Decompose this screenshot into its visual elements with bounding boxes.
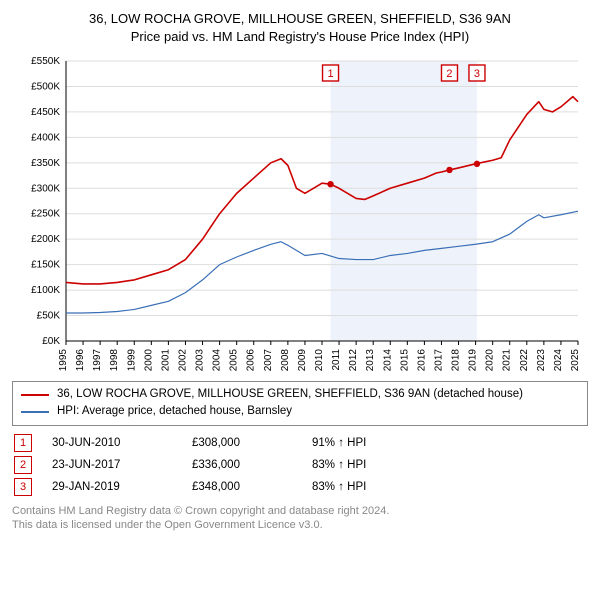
svg-text:2020: 2020 <box>485 349 496 371</box>
sale-hpi: 91% ↑ HPI <box>312 437 588 449</box>
footer-line-1: Contains HM Land Registry data © Crown c… <box>12 504 588 519</box>
svg-text:2011: 2011 <box>331 349 342 371</box>
svg-text:2009: 2009 <box>297 349 308 371</box>
svg-text:2010: 2010 <box>314 349 325 371</box>
legend-row-property: 36, LOW ROCHA GROVE, MILLHOUSE GREEN, SH… <box>21 386 579 403</box>
footer-line-2: This data is licensed under the Open Gov… <box>12 518 588 533</box>
sale-row: 2 23-JUN-2017£336,00083% ↑ HPI <box>12 454 588 476</box>
svg-text:2013: 2013 <box>365 349 376 371</box>
sale-hpi: 83% ↑ HPI <box>312 481 588 493</box>
svg-text:2014: 2014 <box>382 349 393 371</box>
line-chart: £0K £50K £100K £150K £200K £250K £300K £350K £40… <box>12 51 588 371</box>
svg-text:2021: 2021 <box>502 349 513 371</box>
sale-marker-1: 1 <box>14 434 32 452</box>
svg-text:2018: 2018 <box>451 349 462 371</box>
sales-list: 1 30-JUN-2010£308,00091% ↑ HPI 2 23-JUN-201… <box>12 432 588 498</box>
svg-text:2004: 2004 <box>212 349 223 371</box>
footer-note: Contains HM Land Registry data © Crown c… <box>12 504 588 534</box>
svg-text:1996: 1996 <box>75 349 86 371</box>
legend-row-hpi: HPI: Average price, detached house, Barn… <box>21 403 579 420</box>
svg-text:2012: 2012 <box>348 349 359 371</box>
legend-swatch-property <box>21 394 49 396</box>
sale-hpi: 83% ↑ HPI <box>312 459 588 471</box>
svg-text:1995: 1995 <box>58 349 69 371</box>
svg-text:£50K: £50K <box>37 311 61 322</box>
svg-text:2016: 2016 <box>416 349 427 371</box>
svg-text:2003: 2003 <box>195 349 206 371</box>
sale-price: £336,000 <box>192 459 312 471</box>
svg-text:£0K: £0K <box>42 336 60 347</box>
svg-text:2023: 2023 <box>536 349 547 371</box>
svg-text:2001: 2001 <box>160 349 171 371</box>
svg-text:1997: 1997 <box>92 349 103 371</box>
svg-text:£100K: £100K <box>31 285 60 296</box>
svg-text:£400K: £400K <box>31 132 60 143</box>
title-line-1: 36, LOW ROCHA GROVE, MILLHOUSE GREEN, SH… <box>12 10 588 28</box>
sale-marker-3: 3 <box>14 478 32 496</box>
svg-text:2000: 2000 <box>143 349 154 371</box>
svg-text:2002: 2002 <box>177 349 188 371</box>
sale-date: 30-JUN-2010 <box>52 437 192 449</box>
legend-label-property: 36, LOW ROCHA GROVE, MILLHOUSE GREEN, SH… <box>57 386 523 403</box>
sale-date: 29-JAN-2019 <box>52 481 192 493</box>
svg-text:2025: 2025 <box>570 349 581 371</box>
svg-text:1999: 1999 <box>126 349 137 371</box>
svg-text:£350K: £350K <box>31 158 60 169</box>
svg-text:2022: 2022 <box>519 349 530 371</box>
svg-text:2015: 2015 <box>399 349 410 371</box>
svg-text:£550K: £550K <box>31 56 60 67</box>
sale-price: £308,000 <box>192 437 312 449</box>
sale-marker-2: 2 <box>14 456 32 474</box>
svg-text:2006: 2006 <box>246 349 257 371</box>
sale-date: 23-JUN-2017 <box>52 459 192 471</box>
legend-label-hpi: HPI: Average price, detached house, Barn… <box>57 403 292 420</box>
sale-price: £348,000 <box>192 481 312 493</box>
title-line-2: Price paid vs. HM Land Registry's House … <box>12 28 588 46</box>
svg-text:2: 2 <box>446 68 452 80</box>
svg-text:2008: 2008 <box>280 349 291 371</box>
svg-text:2017: 2017 <box>433 349 444 371</box>
chart-container: 36, LOW ROCHA GROVE, MILLHOUSE GREEN, SH… <box>0 0 600 541</box>
svg-text:3: 3 <box>474 68 480 80</box>
title-block: 36, LOW ROCHA GROVE, MILLHOUSE GREEN, SH… <box>12 10 588 45</box>
svg-text:£250K: £250K <box>31 209 60 220</box>
legend-swatch-hpi <box>21 411 49 413</box>
svg-text:2019: 2019 <box>468 349 479 371</box>
svg-text:£150K: £150K <box>31 260 60 271</box>
svg-text:£200K: £200K <box>31 234 60 245</box>
legend: 36, LOW ROCHA GROVE, MILLHOUSE GREEN, SH… <box>12 381 588 426</box>
svg-text:2007: 2007 <box>263 349 274 371</box>
svg-text:£450K: £450K <box>31 107 60 118</box>
svg-text:2024: 2024 <box>553 349 564 371</box>
svg-text:£300K: £300K <box>31 183 60 194</box>
svg-text:£500K: £500K <box>31 82 60 93</box>
svg-text:1998: 1998 <box>109 349 120 371</box>
sale-row: 1 30-JUN-2010£308,00091% ↑ HPI <box>12 432 588 454</box>
sale-row: 3 29-JAN-2019£348,00083% ↑ HPI <box>12 476 588 498</box>
svg-text:2005: 2005 <box>229 349 240 371</box>
svg-text:1: 1 <box>327 68 333 80</box>
